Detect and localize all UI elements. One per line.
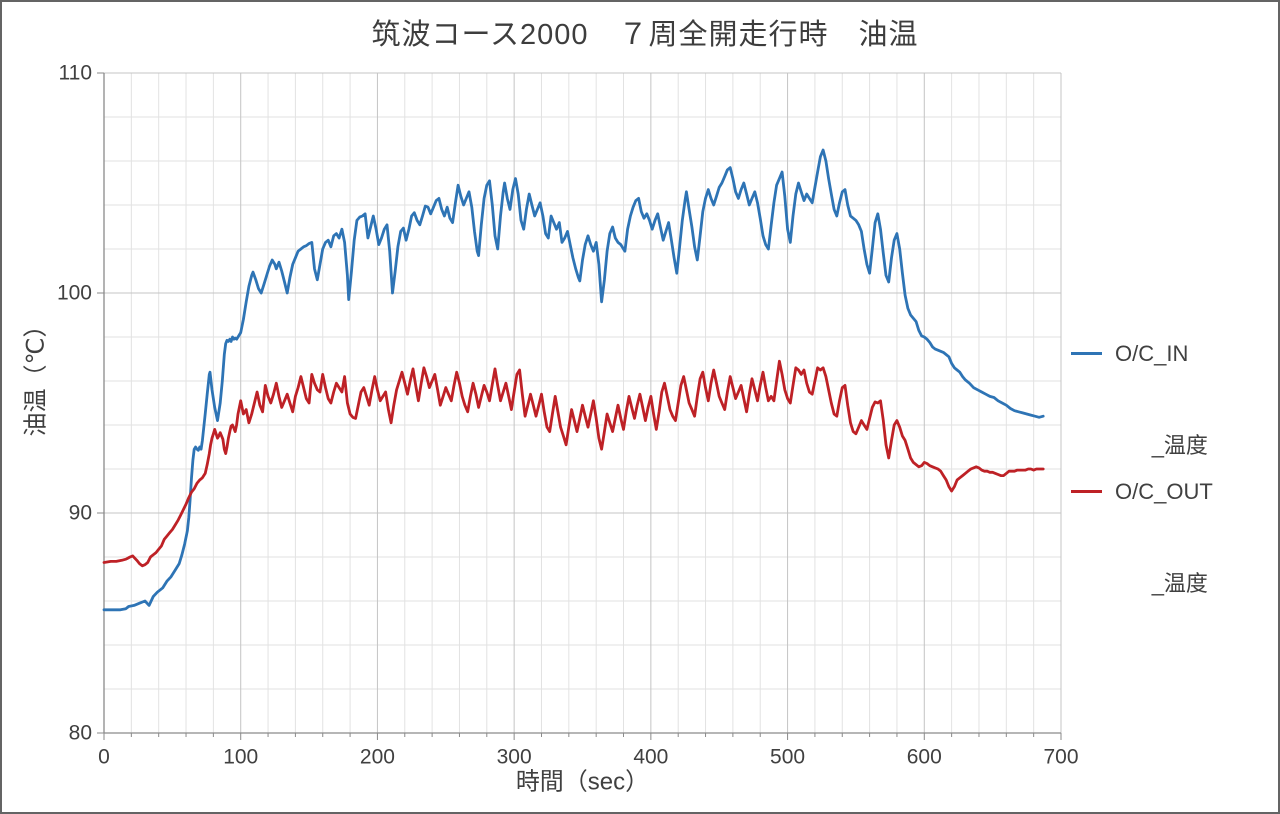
y-tick-label: 80 bbox=[69, 722, 92, 745]
legend-item-oc-out: O/C_OUT _温度 bbox=[1071, 469, 1213, 607]
legend-item-oc-in: O/C_IN _温度 bbox=[1071, 331, 1213, 469]
x-tick-label: 0 bbox=[98, 746, 110, 769]
legend-label-oc-in-2: _温度 bbox=[1151, 433, 1208, 458]
y-tick-label: 90 bbox=[69, 502, 92, 525]
oc-in-line-marker-icon bbox=[1071, 352, 1102, 355]
x-tick-label: 600 bbox=[907, 746, 942, 769]
legend-label-oc-out: O/C_OUT bbox=[1115, 479, 1213, 504]
series-line-oc-in bbox=[102, 148, 1045, 612]
x-tick-label: 400 bbox=[633, 746, 668, 769]
y-tick-label: 110 bbox=[59, 62, 92, 85]
chart-title: 筑波コース2000 ７周全開走行時 油温 bbox=[371, 19, 919, 51]
x-tick-label: 200 bbox=[360, 746, 395, 769]
y-axis-title: 油温（℃） bbox=[23, 314, 50, 437]
x-tick-label: 300 bbox=[497, 746, 532, 769]
legend-label-oc-in: O/C_IN bbox=[1115, 341, 1189, 366]
y-tick-label: 100 bbox=[57, 282, 92, 305]
x-tick-label: 500 bbox=[770, 746, 805, 769]
x-axis-title: 時間（sec） bbox=[516, 769, 649, 796]
oc-out-line-marker-icon bbox=[1071, 490, 1102, 493]
x-tick-label: 700 bbox=[1043, 746, 1078, 769]
legend-label-oc-out-2: _温度 bbox=[1151, 571, 1208, 596]
x-tick-label: 100 bbox=[223, 746, 258, 769]
series-line-oc-out bbox=[102, 359, 1045, 568]
legend: O/C_IN _温度 O/C_OUT _温度 bbox=[1071, 331, 1213, 607]
